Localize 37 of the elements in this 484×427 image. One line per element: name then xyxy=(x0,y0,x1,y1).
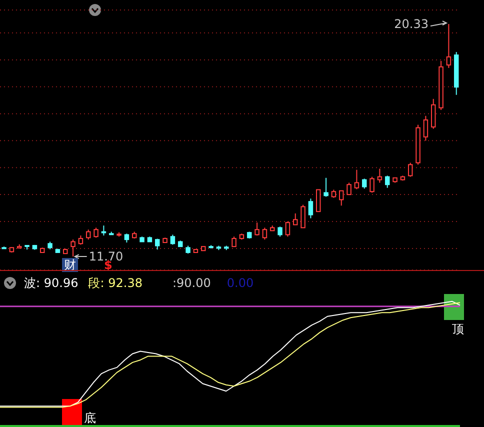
candlestick xyxy=(384,175,390,188)
text: 90.96 xyxy=(44,276,78,290)
candlestick xyxy=(70,239,76,258)
text: :90.00 xyxy=(172,275,211,292)
candlestick xyxy=(308,198,314,219)
candlestick xyxy=(408,162,413,178)
candlestick xyxy=(262,227,268,240)
candlestick xyxy=(370,176,374,194)
candlestick xyxy=(446,24,452,68)
candlestick xyxy=(362,178,367,190)
text: 段: xyxy=(88,276,104,290)
annotation: 底 xyxy=(84,410,96,427)
candlestick xyxy=(292,212,298,226)
candlestick xyxy=(346,182,352,196)
candlestick xyxy=(94,227,98,238)
candlestick xyxy=(316,189,321,212)
candlestick xyxy=(338,190,344,206)
candlestick xyxy=(430,98,436,130)
annotation: 20.33 xyxy=(394,17,428,32)
candlestick xyxy=(78,235,84,246)
candlestick xyxy=(170,234,176,246)
text: 0.00 xyxy=(226,275,254,292)
candlestick xyxy=(300,204,306,228)
candlestick xyxy=(278,226,282,238)
text: 波: xyxy=(24,276,40,290)
text: 92.38 xyxy=(108,276,142,290)
candlestick xyxy=(285,221,290,238)
candlestick xyxy=(324,177,328,198)
candlestick xyxy=(86,229,91,240)
annotation: 财 xyxy=(62,258,78,272)
candlestick xyxy=(254,222,260,236)
candlestick xyxy=(354,169,360,190)
annotation: 顶 xyxy=(452,321,464,338)
candlestick xyxy=(101,225,106,236)
candlestick xyxy=(154,238,160,250)
candlestick xyxy=(232,236,236,248)
candlestick xyxy=(423,115,428,142)
